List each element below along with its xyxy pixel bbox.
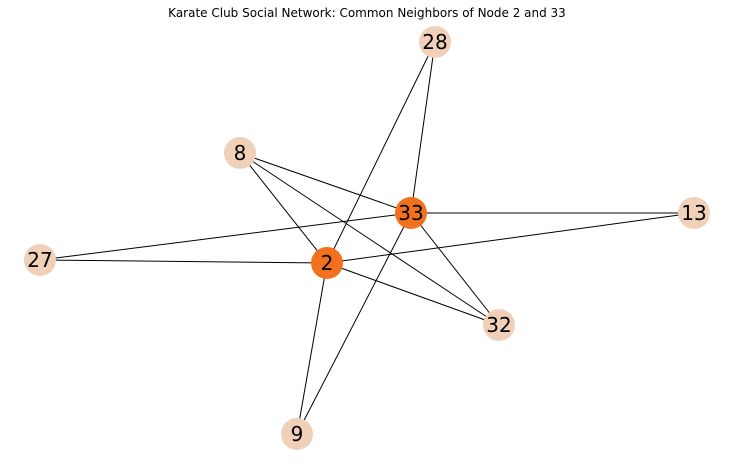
node-28[interactable]: 28 [419, 26, 451, 58]
node-8[interactable]: 8 [224, 137, 256, 169]
node-label-2: 2 [321, 251, 334, 275]
edge-2-13 [326, 212, 695, 264]
node-label-28: 28 [422, 30, 447, 54]
node-label-32: 32 [486, 313, 511, 337]
edge-33-32 [410, 212, 500, 326]
edge-33-9 [296, 212, 412, 435]
node-33[interactable]: 33 [395, 197, 427, 229]
edge-2-8 [239, 152, 328, 264]
node-label-8: 8 [234, 141, 247, 165]
node-label-33: 33 [398, 201, 423, 225]
node-9[interactable]: 9 [281, 418, 313, 450]
node-circle-28 [419, 26, 451, 58]
node-13[interactable]: 13 [678, 197, 710, 229]
node-circle-33 [395, 197, 427, 229]
edge-33-8 [239, 152, 412, 214]
node-circle-32 [483, 309, 515, 341]
edge-2-32 [326, 262, 500, 326]
node-2[interactable]: 2 [311, 247, 343, 279]
edge-2-28 [326, 41, 436, 264]
edge-33-28 [410, 41, 436, 214]
node-label-13: 13 [681, 201, 706, 225]
node-label-9: 9 [291, 422, 304, 446]
nodes-layer: 28 8 33 13 27 2 32 9 [24, 26, 710, 450]
node-32[interactable]: 32 [483, 309, 515, 341]
edge-33-27 [39, 212, 412, 261]
node-label-27: 27 [27, 248, 52, 272]
edge-8-32 [239, 152, 500, 326]
node-circle-8 [224, 137, 256, 169]
node-circle-13 [678, 197, 710, 229]
edges-layer [39, 41, 695, 435]
edge-2-27 [39, 259, 328, 264]
node-circle-9 [281, 418, 313, 450]
graph-title: Karate Club Social Network: Common Neigh… [168, 6, 566, 20]
node-circle-27 [24, 244, 56, 276]
node-circle-2 [311, 247, 343, 279]
node-27[interactable]: 27 [24, 244, 56, 276]
edge-2-9 [296, 262, 328, 435]
